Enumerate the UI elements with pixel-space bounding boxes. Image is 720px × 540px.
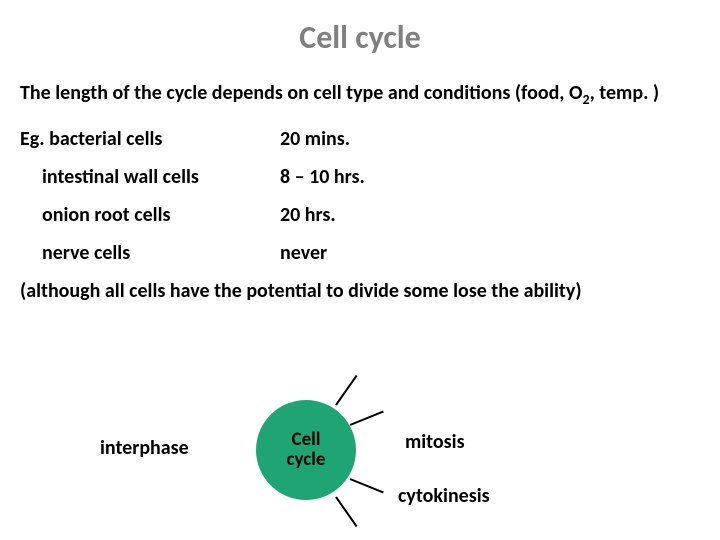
table-row: Eg. bacterial cells 20 mins.: [20, 127, 700, 151]
cell-duration: 20 hrs.: [280, 203, 336, 227]
table-row: intestinal wall cells 8 – 10 hrs.: [20, 165, 700, 189]
page-title: Cell cycle: [20, 18, 700, 57]
cell-type: onion root cells: [20, 203, 280, 227]
spoke-line: [335, 375, 357, 406]
cell-duration: never: [280, 241, 327, 265]
cell-duration: 8 – 10 hrs.: [280, 165, 365, 189]
cell-type: nerve cells: [20, 241, 280, 265]
mitosis-label: mitosis: [405, 430, 465, 454]
intro-text: The length of the cycle depends on cell …: [20, 81, 700, 109]
cell-type: intestinal wall cells: [20, 165, 280, 189]
spoke-line: [335, 496, 357, 527]
interphase-label: interphase: [100, 436, 189, 460]
spoke-line: [350, 411, 384, 426]
table-row: onion root cells 20 hrs.: [20, 203, 700, 227]
cytokinesis-label: cytokinesis: [398, 484, 490, 508]
table-row: nerve cells never: [20, 241, 700, 265]
cell-duration: 20 mins.: [280, 127, 350, 151]
cycle-circle: Cell cycle: [256, 400, 356, 500]
footnote: (although all cells have the potential t…: [20, 279, 700, 303]
circle-line1: Cell: [292, 430, 321, 450]
circle-line2: cycle: [287, 450, 326, 470]
spoke-line: [350, 478, 384, 493]
cell-cycle-diagram: interphase Cell cycle mitosis cytokinesi…: [0, 388, 720, 518]
cell-type: Eg. bacterial cells: [20, 127, 280, 151]
cycle-rows: Eg. bacterial cells 20 mins. intestinal …: [20, 127, 700, 265]
